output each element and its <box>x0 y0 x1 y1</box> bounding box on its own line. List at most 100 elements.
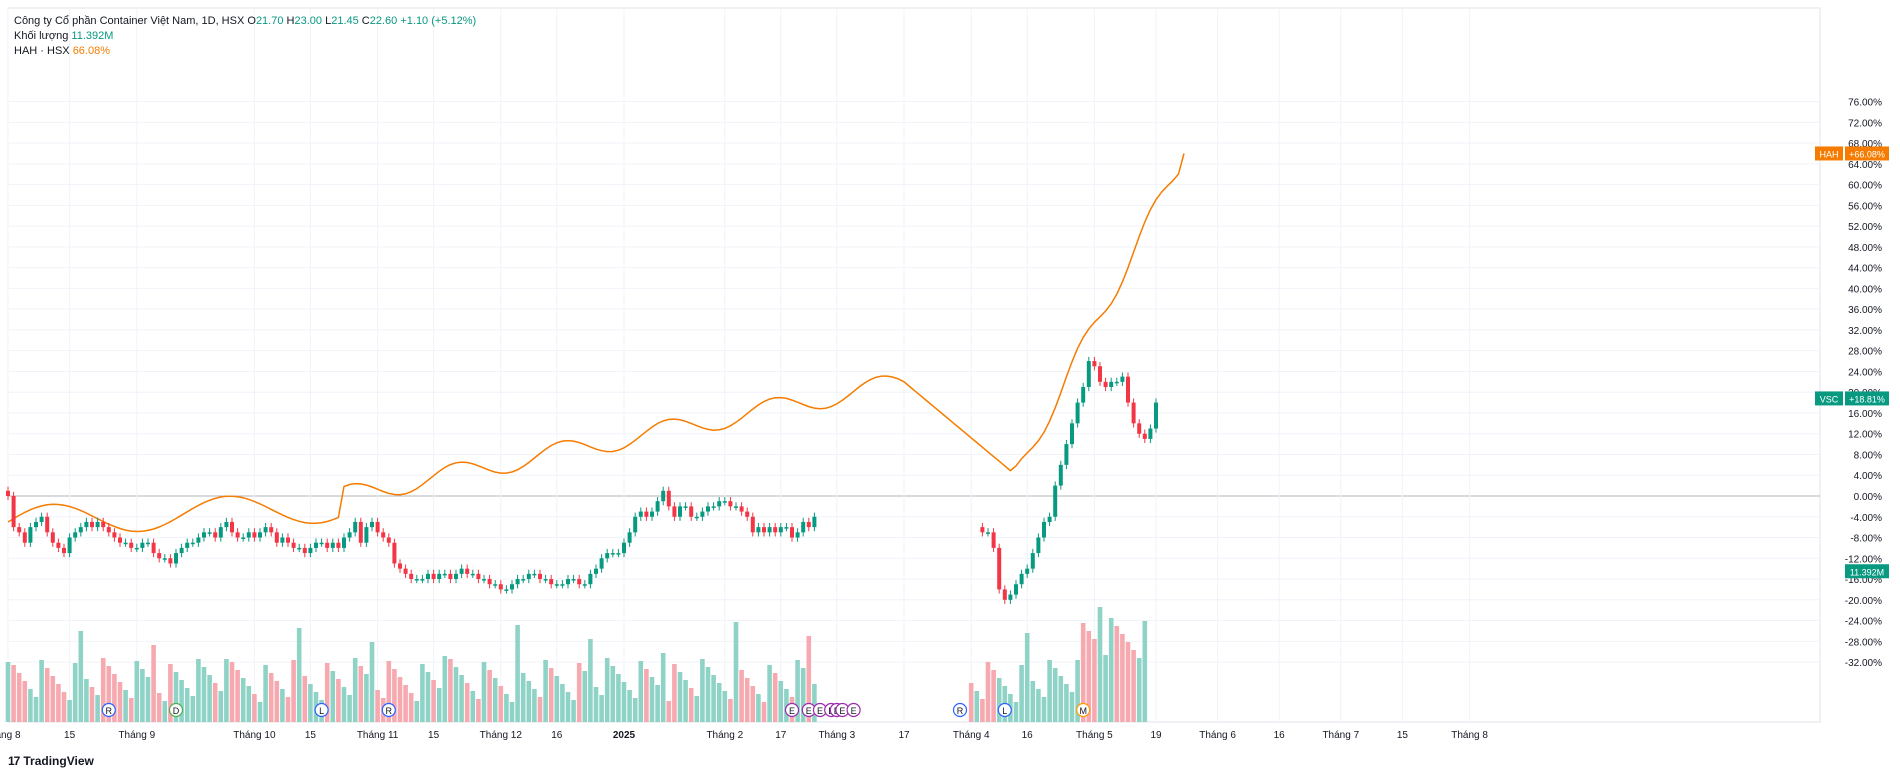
candle <box>252 532 257 538</box>
candle <box>1064 444 1069 465</box>
volume-bar <box>16 673 22 722</box>
tag-bg <box>1815 391 1843 406</box>
volume-bars <box>5 607 1148 722</box>
candle <box>1114 381 1119 384</box>
candle <box>1131 402 1136 424</box>
y-axis[interactable]: 76.00% 72.00% 68.00% 64.00% 60.00% 56.00% 52.0… <box>1845 98 1882 670</box>
candle <box>347 532 352 538</box>
candle <box>56 542 61 548</box>
volume-bar <box>644 669 649 722</box>
candle <box>991 532 996 548</box>
candle <box>140 542 145 548</box>
candle <box>386 537 391 543</box>
volume-bar <box>621 682 627 722</box>
tradingview-logo-icon: 17 <box>8 754 20 768</box>
volume-bar <box>134 661 140 722</box>
symbol-row[interactable]: Công ty Cổ phần Container Việt Nam, 1D, … <box>14 14 476 29</box>
candle <box>84 521 89 528</box>
candle <box>11 496 16 528</box>
volume-bar <box>1069 692 1075 722</box>
y-tick-label: 36.00% <box>1848 305 1882 316</box>
candle <box>633 516 638 533</box>
event-marker-icon <box>314 702 329 718</box>
y-tick-label: 8.00% <box>1854 450 1882 461</box>
volume-bar <box>196 659 201 722</box>
x-axis[interactable]: áng 8 15 Tháng 9 Tháng 10 15 Tháng 11 15 Tháng … <box>0 730 1488 741</box>
candle <box>196 537 201 543</box>
candle <box>101 521 106 528</box>
volume-bar <box>184 688 190 722</box>
candle <box>235 532 240 538</box>
candle <box>370 521 374 528</box>
candle <box>454 573 458 580</box>
candle <box>157 553 162 559</box>
candle <box>269 527 274 533</box>
event-marker-label: M <box>1079 706 1087 716</box>
tag-bg <box>1845 146 1889 161</box>
volume-bar <box>448 659 453 722</box>
volume-bar <box>487 670 492 722</box>
candle <box>50 532 55 543</box>
candle <box>510 584 514 590</box>
volume-bar <box>358 666 364 722</box>
price-tags: HAH +66.08% VSC +18.81% 11.392M <box>1815 146 1889 579</box>
candle <box>403 568 408 574</box>
candle <box>773 527 778 533</box>
candle <box>717 501 722 507</box>
volume-bar <box>985 662 991 722</box>
compare-row[interactable]: HAH · HSX 66.08% <box>14 44 476 59</box>
candle <box>90 521 94 528</box>
volume-bar <box>588 639 593 722</box>
candle <box>1081 387 1086 403</box>
candle <box>1014 584 1018 595</box>
candle <box>392 542 397 564</box>
candle <box>330 542 335 548</box>
volume-bar <box>414 701 420 722</box>
volume-row[interactable]: Khối lượng 11.392M <box>14 29 476 44</box>
volume-bar <box>548 668 554 722</box>
candle <box>129 542 134 548</box>
x-tick-label: 15 <box>64 730 76 741</box>
volume-bar <box>218 691 224 722</box>
x-tick-label: Tháng 11 <box>357 730 399 741</box>
volume-bar <box>599 695 604 722</box>
candle <box>448 573 453 580</box>
x-tick-label: 15 <box>1397 730 1409 741</box>
y-tick-label: 16.00% <box>1848 409 1882 420</box>
hah-tag: HAH <box>1819 149 1838 159</box>
volume-bar <box>812 684 817 722</box>
candle <box>526 573 531 580</box>
candle <box>1075 402 1080 424</box>
candle <box>762 527 766 533</box>
candle <box>62 547 66 554</box>
candle <box>515 579 520 585</box>
candle <box>314 542 318 548</box>
candle <box>599 558 604 569</box>
low-label: L <box>325 15 332 27</box>
volume-bar <box>638 661 644 722</box>
volume-bar <box>627 690 632 722</box>
candle <box>722 501 727 503</box>
candle <box>286 537 290 543</box>
volume-bar <box>302 676 308 722</box>
candle <box>95 521 100 528</box>
candle <box>258 532 262 538</box>
candle <box>1019 573 1024 585</box>
tag-bg <box>1845 391 1889 406</box>
candle <box>1008 594 1013 600</box>
tradingview-brand[interactable]: 17 TradingView <box>8 754 94 768</box>
volume-bar <box>1030 681 1036 722</box>
candle <box>622 542 626 554</box>
volume-bar <box>515 625 520 722</box>
candle <box>734 506 738 508</box>
event-marker-icon <box>846 702 861 718</box>
volume-bar <box>761 702 767 722</box>
x-tick-label: Tháng 3 <box>818 730 855 741</box>
volume-bar <box>145 677 151 722</box>
candle <box>1137 423 1142 434</box>
candle <box>806 521 811 528</box>
volume-bar <box>268 673 274 722</box>
volume-bar <box>778 681 784 722</box>
y-tick-label: -20.00% <box>1845 596 1882 607</box>
